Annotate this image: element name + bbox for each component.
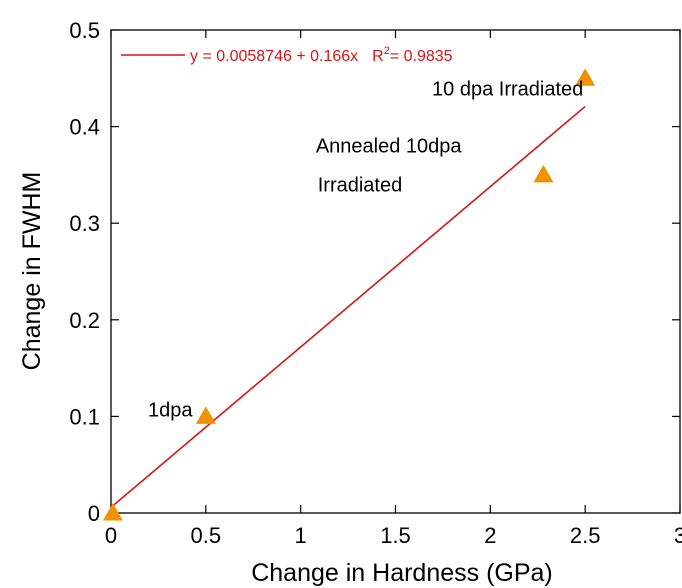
y-tick-label: 0.4 xyxy=(69,115,100,140)
y-tick-label: 0 xyxy=(88,501,100,526)
y-tick-label: 0.5 xyxy=(69,18,100,43)
y-tick-label: 0.1 xyxy=(69,404,100,429)
point-annotations: 10 dpa Irradiated Annealed 10dpa Irradiate… xyxy=(148,79,583,422)
x-tick-label: 2.5 xyxy=(570,523,601,548)
fit-line xyxy=(110,105,586,508)
fit-legend-text: y = 0.0058746 + 0.166x R2= 0.9835 xyxy=(190,45,453,65)
data-points xyxy=(102,68,596,521)
fit-r2-prefix: R xyxy=(372,48,384,65)
fit-legend: y = 0.0058746 + 0.166x R2= 0.9835 xyxy=(121,45,453,65)
x-axis-title: Change in Hardness (GPa) xyxy=(251,559,553,587)
point-annotation: Irradiated xyxy=(318,174,403,196)
fit-r2-superscript: 2 xyxy=(384,45,390,57)
y-axis-title: Change in FWHM xyxy=(18,172,46,371)
x-tick-label: 0 xyxy=(105,523,117,548)
axis-ticks xyxy=(110,29,681,514)
x-tick-label: 3 xyxy=(674,523,682,548)
data-point-triangle xyxy=(575,68,596,86)
point-annotation: 10 dpa Irradiated xyxy=(432,79,583,101)
x-tick-label: 2 xyxy=(484,523,496,548)
fit-line-layer xyxy=(110,105,586,508)
fit-equation: y = 0.0058746 + 0.166x xyxy=(190,48,358,65)
y-tick-label: 0.2 xyxy=(69,308,100,333)
axis-tick-labels: 0 0.5 1 1.5 2 2.5 3 0 0.1 0.2 0.3 0.4 0.5 xyxy=(69,18,682,548)
point-annotation: 1dpa xyxy=(148,399,193,421)
point-annotation: Annealed 10dpa xyxy=(316,136,463,158)
y-tick-label: 0.3 xyxy=(69,211,100,236)
data-point-triangle xyxy=(195,406,216,424)
plot-frame xyxy=(110,29,681,514)
data-point-triangle xyxy=(533,164,554,183)
fit-r2-value: = 0.9835 xyxy=(390,48,453,65)
x-tick-label: 1.5 xyxy=(380,523,411,548)
data-point-triangle xyxy=(102,503,123,521)
x-tick-label: 0.5 xyxy=(191,523,222,548)
x-tick-label: 1 xyxy=(295,523,307,548)
